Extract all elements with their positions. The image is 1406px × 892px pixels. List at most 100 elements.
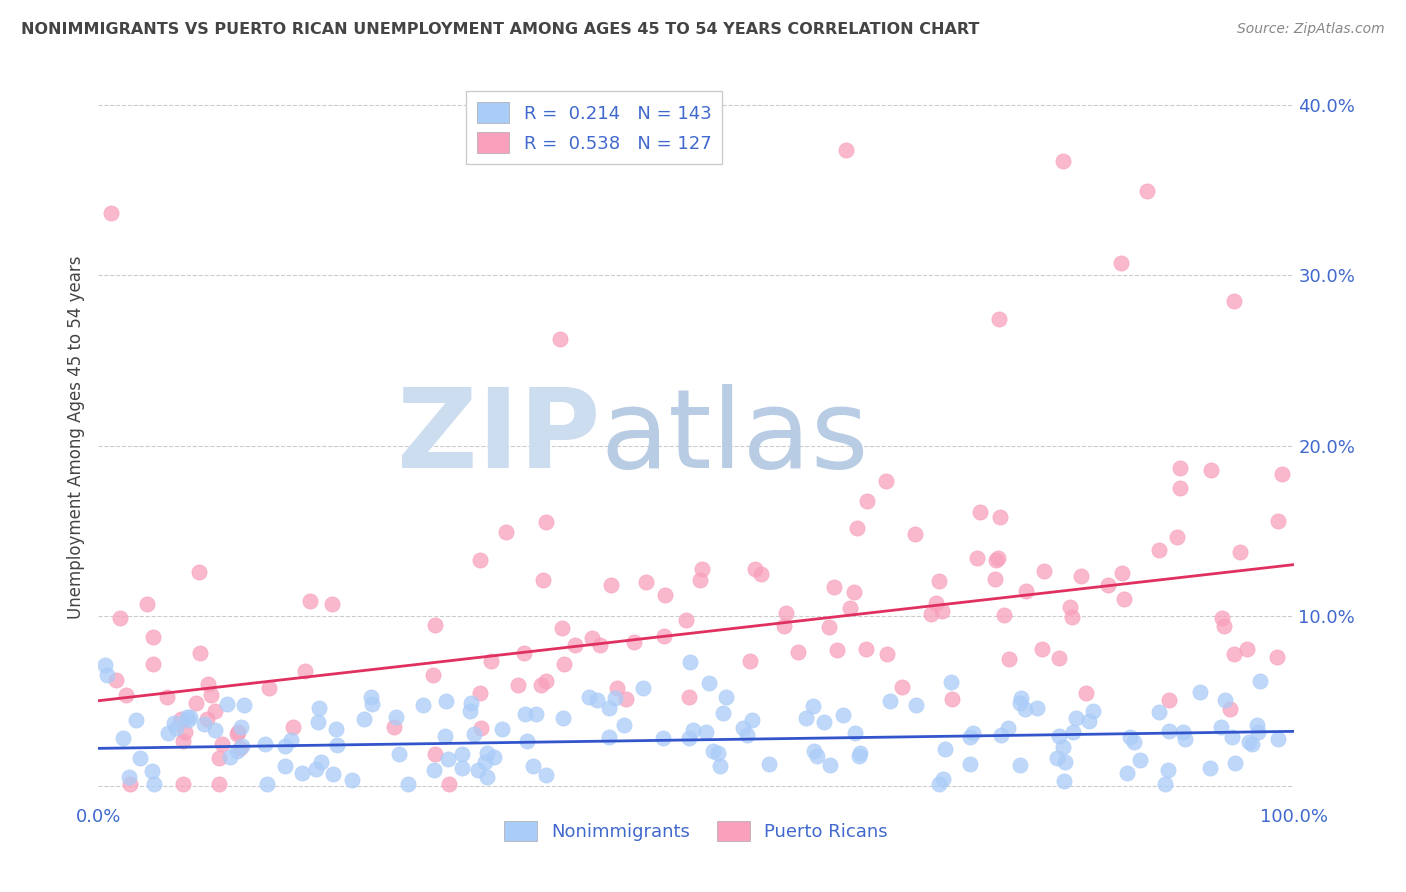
Point	[125, 713, 148, 727]
Point	[932, 772, 955, 787]
Point	[308, 701, 330, 715]
Point	[1074, 686, 1097, 700]
Point	[142, 657, 165, 671]
Point	[165, 721, 187, 735]
Point	[709, 759, 731, 773]
Point	[433, 729, 456, 743]
Legend: Nonimmigrants, Puerto Ricans: Nonimmigrants, Puerto Ricans	[496, 814, 896, 848]
Point	[425, 618, 447, 632]
Point	[1111, 566, 1133, 581]
Point	[796, 711, 818, 725]
Text: NONIMMIGRANTS VS PUERTO RICAN UNEMPLOYMENT AMONG AGES 45 TO 54 YEARS CORRELATION: NONIMMIGRANTS VS PUERTO RICAN UNEMPLOYME…	[21, 22, 980, 37]
Point	[589, 638, 612, 652]
Point	[1122, 734, 1144, 748]
Point	[997, 722, 1019, 736]
Point	[136, 597, 159, 611]
Point	[225, 743, 247, 757]
Point	[1097, 578, 1119, 592]
Point	[1236, 641, 1258, 656]
Point	[654, 588, 676, 602]
Point	[832, 708, 855, 723]
Point	[962, 726, 984, 740]
Point	[697, 676, 720, 690]
Point	[1114, 591, 1136, 606]
Point	[1229, 545, 1251, 559]
Point	[385, 710, 408, 724]
Point	[458, 704, 481, 718]
Point	[1199, 462, 1222, 476]
Point	[966, 551, 988, 566]
Point	[990, 728, 1012, 742]
Point	[651, 731, 673, 745]
Point	[259, 681, 281, 695]
Point	[219, 749, 242, 764]
Point	[1223, 294, 1246, 309]
Point	[1031, 642, 1053, 657]
Point	[1047, 651, 1070, 665]
Point	[1159, 723, 1181, 738]
Point	[460, 696, 482, 710]
Point	[839, 601, 862, 615]
Point	[623, 634, 645, 648]
Point	[1223, 756, 1246, 770]
Point	[326, 738, 349, 752]
Point	[803, 744, 825, 758]
Point	[96, 668, 118, 682]
Point	[1116, 765, 1139, 780]
Point	[1271, 467, 1294, 481]
Point	[228, 741, 250, 756]
Point	[188, 646, 211, 660]
Point	[233, 698, 256, 712]
Point	[904, 527, 927, 541]
Point	[1008, 696, 1031, 710]
Point	[187, 566, 209, 580]
Point	[993, 607, 1015, 622]
Point	[156, 690, 179, 704]
Point	[1170, 461, 1192, 475]
Point	[879, 693, 901, 707]
Point	[835, 143, 858, 157]
Point	[1129, 753, 1152, 767]
Point	[142, 777, 165, 791]
Point	[495, 524, 517, 539]
Point	[633, 681, 655, 696]
Point	[388, 747, 411, 761]
Point	[548, 332, 571, 346]
Point	[652, 629, 675, 643]
Point	[856, 494, 879, 508]
Point	[1223, 647, 1246, 661]
Point	[1267, 731, 1289, 746]
Point	[920, 607, 942, 622]
Point	[689, 574, 711, 588]
Point	[1062, 724, 1084, 739]
Point	[636, 574, 658, 589]
Point	[682, 723, 704, 738]
Point	[772, 619, 794, 633]
Point	[1025, 701, 1047, 715]
Point	[714, 690, 737, 704]
Point	[1189, 685, 1212, 699]
Point	[204, 723, 226, 737]
Point	[491, 722, 513, 736]
Point	[603, 691, 626, 706]
Point	[176, 713, 198, 727]
Point	[823, 580, 845, 594]
Point	[586, 692, 609, 706]
Point	[1265, 649, 1288, 664]
Point	[987, 551, 1010, 566]
Point	[522, 759, 544, 773]
Point	[128, 750, 150, 764]
Point	[1241, 737, 1264, 751]
Point	[997, 652, 1019, 666]
Point	[200, 688, 222, 702]
Point	[1046, 751, 1069, 765]
Point	[193, 717, 215, 731]
Point	[231, 720, 253, 734]
Point	[120, 777, 142, 791]
Point	[1267, 515, 1289, 529]
Point	[1219, 702, 1241, 716]
Point	[551, 711, 574, 725]
Point	[1077, 714, 1099, 729]
Point	[322, 767, 344, 781]
Point	[118, 770, 141, 784]
